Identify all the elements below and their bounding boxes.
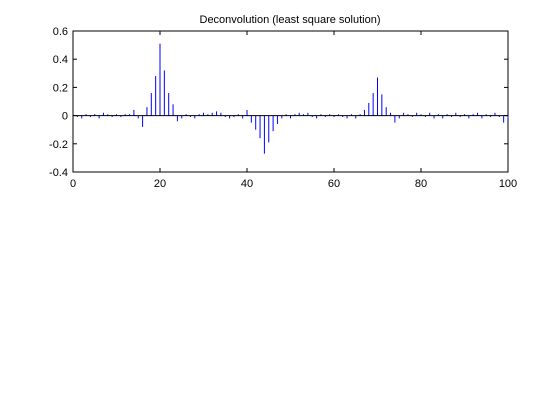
x-tick-label: 0: [70, 178, 76, 190]
y-tick-label: 0.2: [53, 82, 68, 94]
y-tick-label: 0.6: [53, 26, 68, 38]
chart-title: Deconvolution (least square solution): [200, 14, 381, 26]
x-tick-label: 40: [241, 178, 253, 190]
x-axis: 0 20 40 60 80 100: [70, 31, 517, 190]
plot-area: [72, 30, 509, 173]
x-tick-label: 60: [328, 178, 340, 190]
stem-series: [76, 43, 509, 154]
y-tick-label: -0.2: [49, 139, 68, 151]
x-tick-label: 80: [415, 178, 427, 190]
y-tick-label: -0.4: [49, 167, 68, 179]
y-tick-label: 0: [62, 111, 68, 123]
x-tick-label: 100: [499, 178, 517, 190]
y-axis: -0.4 -0.2 0 0.2 0.4 0.6: [49, 26, 508, 179]
x-tick-label: 20: [154, 178, 166, 190]
y-tick-label: 0.4: [53, 54, 68, 66]
